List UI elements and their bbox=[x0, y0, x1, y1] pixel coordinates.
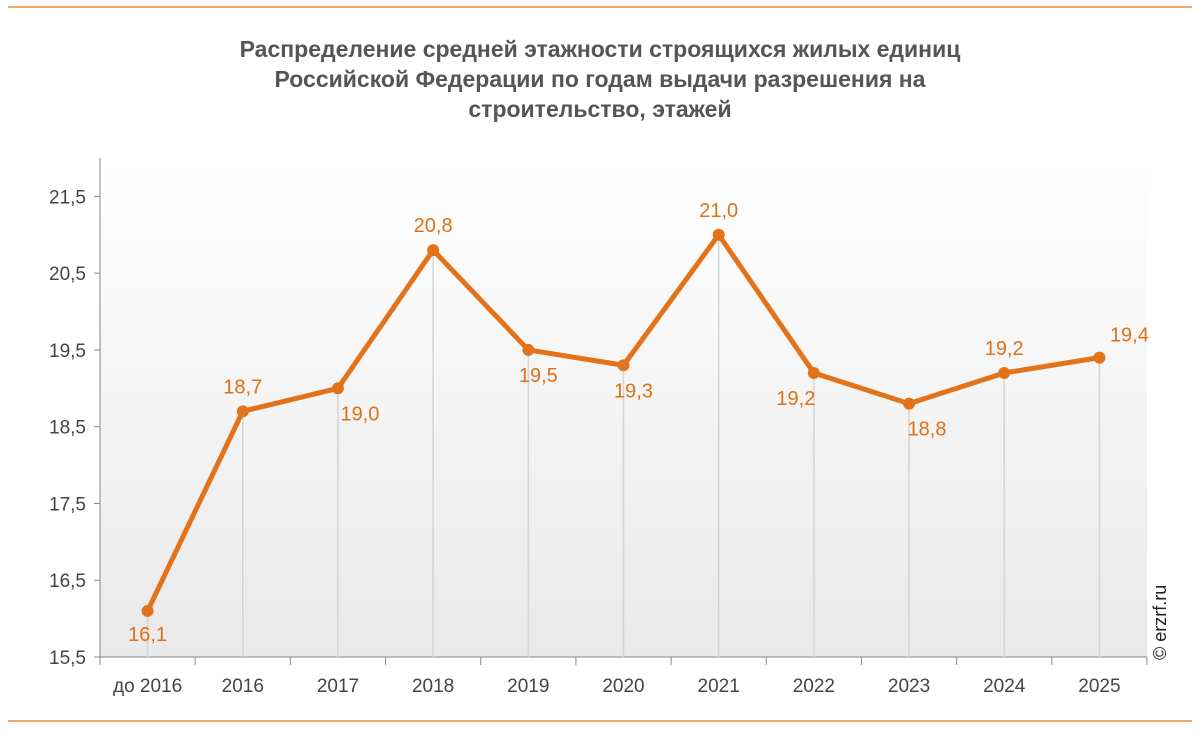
watermark: © erzrf.ru bbox=[1150, 584, 1170, 660]
data-point bbox=[331, 382, 344, 395]
bottom-rule bbox=[8, 720, 1192, 722]
x-tick-label: до 2016 bbox=[113, 676, 182, 697]
data-label: 16,1 bbox=[128, 624, 167, 646]
x-tick-label: 2023 bbox=[888, 676, 930, 697]
data-label: 19,0 bbox=[340, 403, 379, 425]
y-tick-label: 20,5 bbox=[49, 264, 86, 285]
data-label: 19,3 bbox=[614, 380, 653, 402]
y-tick-label: 18,5 bbox=[49, 418, 86, 439]
top-rule bbox=[8, 6, 1192, 8]
x-tick-label: 2019 bbox=[507, 676, 549, 697]
x-tick-label: 2024 bbox=[983, 676, 1026, 697]
x-tick-label: 2016 bbox=[222, 676, 264, 697]
y-tick-label: 17,5 bbox=[49, 494, 86, 515]
data-label: 18,8 bbox=[908, 419, 947, 441]
data-label: 19,2 bbox=[985, 338, 1024, 360]
data-point bbox=[522, 343, 535, 356]
data-point bbox=[427, 244, 440, 257]
x-tick-label: 2017 bbox=[317, 676, 359, 697]
data-label: 18,7 bbox=[223, 376, 262, 398]
x-tick-label: 2025 bbox=[1078, 676, 1120, 697]
x-tick-label: 2021 bbox=[698, 676, 740, 697]
data-point bbox=[617, 359, 630, 372]
data-label: 20,8 bbox=[414, 215, 453, 237]
x-tick-label: 2020 bbox=[602, 676, 644, 697]
data-point bbox=[141, 604, 154, 617]
chart-title: Распределение средней этажности строящих… bbox=[0, 34, 1200, 124]
title-line-2: Российской Федерации по годам выдачи раз… bbox=[274, 66, 926, 92]
data-point bbox=[807, 366, 820, 379]
title-line-1: Распределение средней этажности строящих… bbox=[239, 36, 961, 62]
data-point bbox=[1093, 351, 1106, 364]
data-label: 21,0 bbox=[699, 200, 738, 222]
data-label: 19,2 bbox=[776, 388, 815, 410]
y-tick-label: 21,5 bbox=[49, 187, 86, 208]
data-point bbox=[998, 366, 1011, 379]
y-tick-label: 15,5 bbox=[49, 648, 86, 669]
x-tick-label: 2018 bbox=[412, 676, 454, 697]
data-point bbox=[903, 397, 916, 410]
data-point bbox=[712, 228, 725, 241]
title-line-3: строительство, этажей bbox=[468, 96, 732, 122]
data-point bbox=[236, 405, 249, 418]
y-tick-label: 16,5 bbox=[49, 571, 86, 592]
data-label: 19,5 bbox=[519, 365, 558, 387]
x-tick-label: 2022 bbox=[793, 676, 835, 697]
y-tick-label: 19,5 bbox=[49, 341, 86, 362]
data-label: 19,4 bbox=[1110, 325, 1149, 347]
